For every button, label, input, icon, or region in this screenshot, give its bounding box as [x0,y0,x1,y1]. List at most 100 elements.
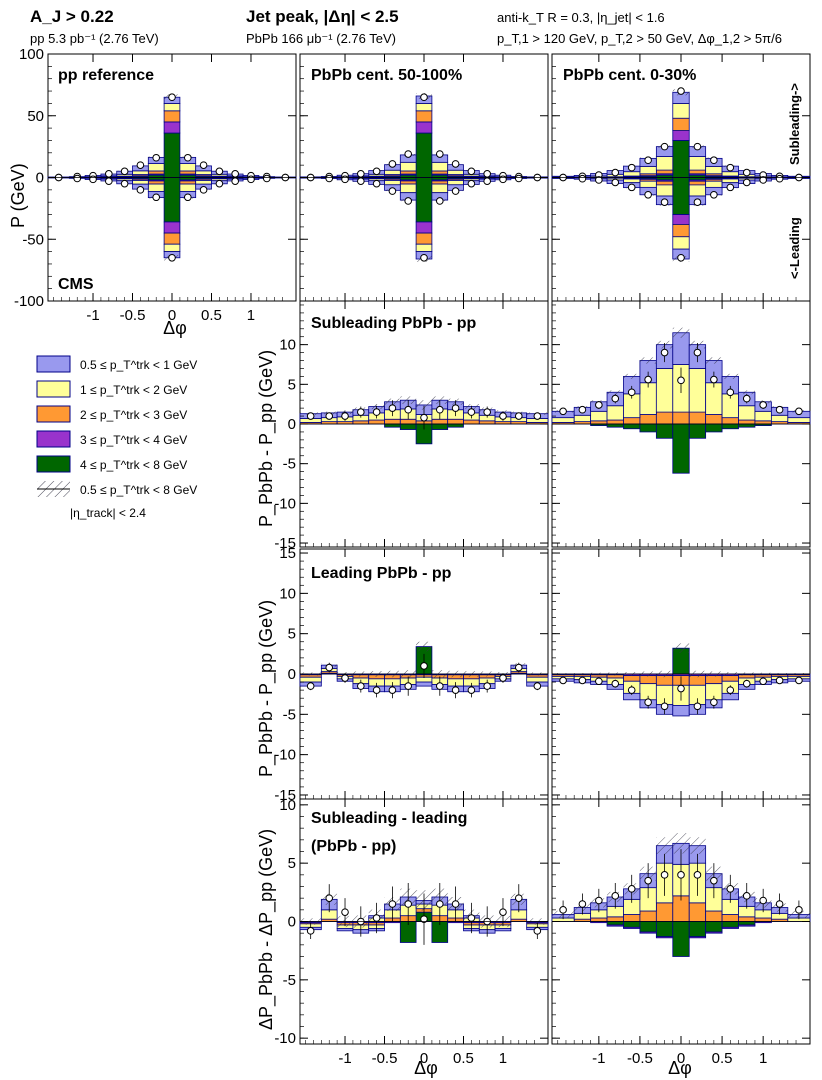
lead-diff0-pt-b12 [499,674,507,682]
sub-diff1-pos-bar-s2-b2 [590,420,608,425]
lead-diff0-ytick-label: 0 [288,666,296,683]
top0-lead-pt-b7 [168,253,176,262]
top2-lead-pt-b8 [693,198,702,206]
legend-label-total: 0.5 ≤ p_T^trk < 8 GeV [80,483,197,497]
sub-minus-lead0-pt-b14 [533,927,542,935]
top1-lead-bar-s0-b7 [415,177,433,223]
sub-minus-lead1-pos-bar-s2-b2 [590,917,608,922]
top2-sub-pt-b8 [693,142,702,151]
sub-diff1-pos-bar-s2-b10 [721,417,739,425]
lead-diff0-neg-bar-s3-b0 [299,676,322,683]
sub-diff-ylabel: P_PbPb - P_pp (GeV) [256,350,277,527]
sub-minus-lead1-pos-bar-s2-b6 [655,902,674,922]
sub-diff1-pos-bar-s2-b11 [738,419,756,425]
top0-sub-bar-s3-b6 [147,163,165,172]
sub-minus-lead1-pt-b13 [775,900,784,908]
top0-lead-pt-b10 [215,179,224,188]
top0-lead-bar-s2-b7 [163,232,181,245]
lead-diff1-pt-b10 [726,686,735,694]
sub-diff1-pt-b13 [775,405,784,414]
panel-title-pp: pp reference [58,67,154,84]
legend-item-total: 0.5 ≤ p_T^trk < 8 GeV [37,481,197,497]
top2-sub-pt-b11 [742,168,751,177]
sub-diff1-pos-bar-s3-b6 [655,368,674,413]
sub-diff0-pt-b4 [372,408,381,416]
sub-diff0-neg-bar-s0-b6 [399,423,417,430]
lead-diff0-pt-b6 [404,682,413,690]
top1-lead-bar-s3-b8 [431,183,449,194]
top2-sub-bar-s3-b9 [705,165,723,175]
sub-diff0-neg-bar-s0-b5 [384,423,401,428]
lead-diff1-neg-bar-s2-b10 [721,675,739,682]
sub-minus-lead-ylabel: ΔP_PbPb - ΔP_pp (GeV) [256,829,277,1030]
lead-diff0-ytick-label: -5 [283,706,296,723]
top1-sub-pt-b6 [404,150,413,158]
panel-titles: pp reference PbPb cent. 50-100% PbPb cen… [58,67,696,855]
sub-minus-lead0-xtick-label: 0.5 [453,1050,474,1067]
sub-diff0-pt-b13 [514,412,523,420]
lead-diff1-neg-bar-s4-b7 [672,705,690,717]
sub-diff0-pos-bar-s2-b10 [463,419,480,425]
top0-sub-bar-s2-b6 [147,170,165,175]
top0-ytick-label: -50 [22,231,44,248]
sub-diff1-pos-bar-s3-b1 [573,414,592,423]
top-panel-0: -100 -50 0 50 100 -1 -0.5 0 0.5 1 [14,46,297,324]
top1-lead-bar-s1-b7 [415,221,433,234]
sub-diff1-pt-b12 [759,401,767,409]
top0-lead-pt-b2 [89,175,97,184]
top2-lead-bar-s3-b9 [705,180,723,188]
top2-lead-pt-b2 [595,176,603,184]
panel-title-50-100: PbPb cent. 50-100% [311,67,462,84]
top2-sub-pt-b3 [611,168,620,177]
top2-lead-pt-b6 [660,198,669,206]
top2-lead-bar-s3-b6 [655,184,674,197]
diff-panel-sub-diff-1 [551,301,811,547]
sub-minus-lead0-pt-b0 [306,927,315,935]
top0-sub-pt-b10 [215,167,224,176]
top1-lead-pt-b9 [451,187,460,195]
legend-swatch-1-2 [36,380,71,398]
kinematic-cuts-label: p_T,1 > 120 GeV, p_T,2 > 50 GeV, Δφ_1,2 … [497,31,782,46]
top1-sub-pt-b11 [483,169,491,178]
sub-diff1-neg-bar-s0-b5 [639,423,657,433]
sub-minus-lead0-pt-b12 [499,908,507,916]
top0-sub-bar-s3-b8 [179,163,197,172]
sub-diff1-pos-bar-s3-b13 [770,414,789,423]
top0-xtick-label: 1 [247,307,255,324]
sub-minus-lead1-neg-bar-s0-b5 [639,921,657,933]
sub-minus-lead1-pt-b12 [759,896,767,905]
sub-diff0-pos-bar-s2-b6 [399,418,417,425]
top2-lead-bar-s2-b7 [672,224,690,238]
top2-sub-pt-b5 [644,156,652,165]
sub-minus-lead0-ytick-label: -5 [283,972,296,989]
lead-diff1-pt-b4 [627,686,636,694]
top0-sub-pt-b11 [231,169,239,178]
diff-panel-sub-minus-lead-1: -1 -0.5 0 0.5 1 [551,799,811,1067]
diff-panel-lead-diff-1 [551,549,811,799]
top1-sub-bar-s0-b7 [415,132,433,178]
top2-lead-bar-s3-b4 [623,178,641,184]
top0-ytick-label: -100 [14,293,44,310]
top2-lead-pt-b10 [726,183,735,192]
sub-minus-lead1-pt-b6 [660,871,669,879]
top0-lead-pt-b13 [262,174,271,183]
sub-diff0-pt-b11 [483,408,491,416]
sub-minus-lead1-neg-bar-s0-b10 [721,921,739,928]
diff-panel-sub-diff-0: -15 -10 -5 0 5 10 [274,301,549,552]
top1-lead-bar-s3-b5 [384,180,401,186]
top1-sub-bar-s3-b5 [384,169,401,175]
top1-sub-pt-b8 [435,150,444,158]
top0-sub-bar-s3-b9 [195,170,212,175]
top0-lead-bar-s0-b7 [163,177,181,223]
top1-lead-bar-s3-b7 [415,243,433,253]
sub-diff1-pt-b2 [595,401,603,409]
lead-diff0-ytick-label: 10 [279,585,296,602]
sub-minus-lead1-pt-b7 [677,871,685,879]
top0-sub-bar-s2-b8 [179,170,197,175]
top0-sub-pt-b7 [168,93,176,102]
top1-lead-pt-b3 [357,177,365,186]
lead-diff1-neg-bar-s2-b5 [639,675,657,685]
header: A_J > 0.22 pp 5.3 pb⁻¹ (2.76 TeV) Jet pe… [30,7,782,46]
panel-title-lead-diff: Leading PbPb - pp [311,565,452,582]
top1-sub-bar-s3-b9 [447,169,464,175]
